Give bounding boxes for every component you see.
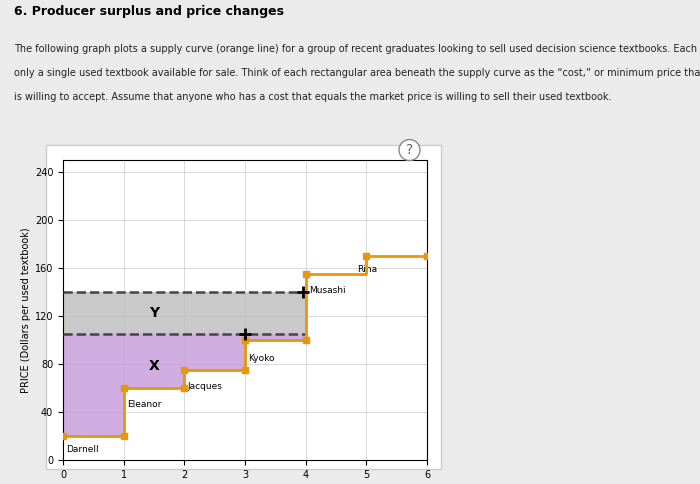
Text: ?: ? xyxy=(406,143,413,157)
Text: 6. Producer surplus and price changes: 6. Producer surplus and price changes xyxy=(14,5,284,18)
Text: Darnell: Darnell xyxy=(66,445,99,454)
Point xyxy=(239,366,251,374)
Point xyxy=(239,336,251,344)
Y-axis label: PRICE (Dollars per used textbook): PRICE (Dollars per used textbook) xyxy=(20,227,31,393)
Point xyxy=(178,384,190,392)
Text: only a single used textbook available for sale. Think of each rectangular area b: only a single used textbook available fo… xyxy=(14,68,700,78)
Text: Jacques: Jacques xyxy=(188,382,222,391)
Text: X: X xyxy=(148,359,160,373)
Point xyxy=(300,270,312,278)
Text: Eleanor: Eleanor xyxy=(127,400,161,409)
Text: Y: Y xyxy=(149,306,159,320)
Point xyxy=(118,384,130,392)
Point xyxy=(178,366,190,374)
Point xyxy=(421,252,433,259)
Point xyxy=(300,336,312,344)
Point xyxy=(118,432,130,439)
Point xyxy=(57,432,69,439)
Text: Musashi: Musashi xyxy=(309,286,345,295)
Text: Rina: Rina xyxy=(357,265,377,274)
Text: is willing to accept. Assume that anyone who has a cost that equals the market p: is willing to accept. Assume that anyone… xyxy=(14,92,612,102)
Text: Kyoko: Kyoko xyxy=(248,354,274,363)
Text: The following graph plots a supply curve (orange line) for a group of recent gra: The following graph plots a supply curve… xyxy=(14,44,700,54)
Point xyxy=(360,252,372,259)
